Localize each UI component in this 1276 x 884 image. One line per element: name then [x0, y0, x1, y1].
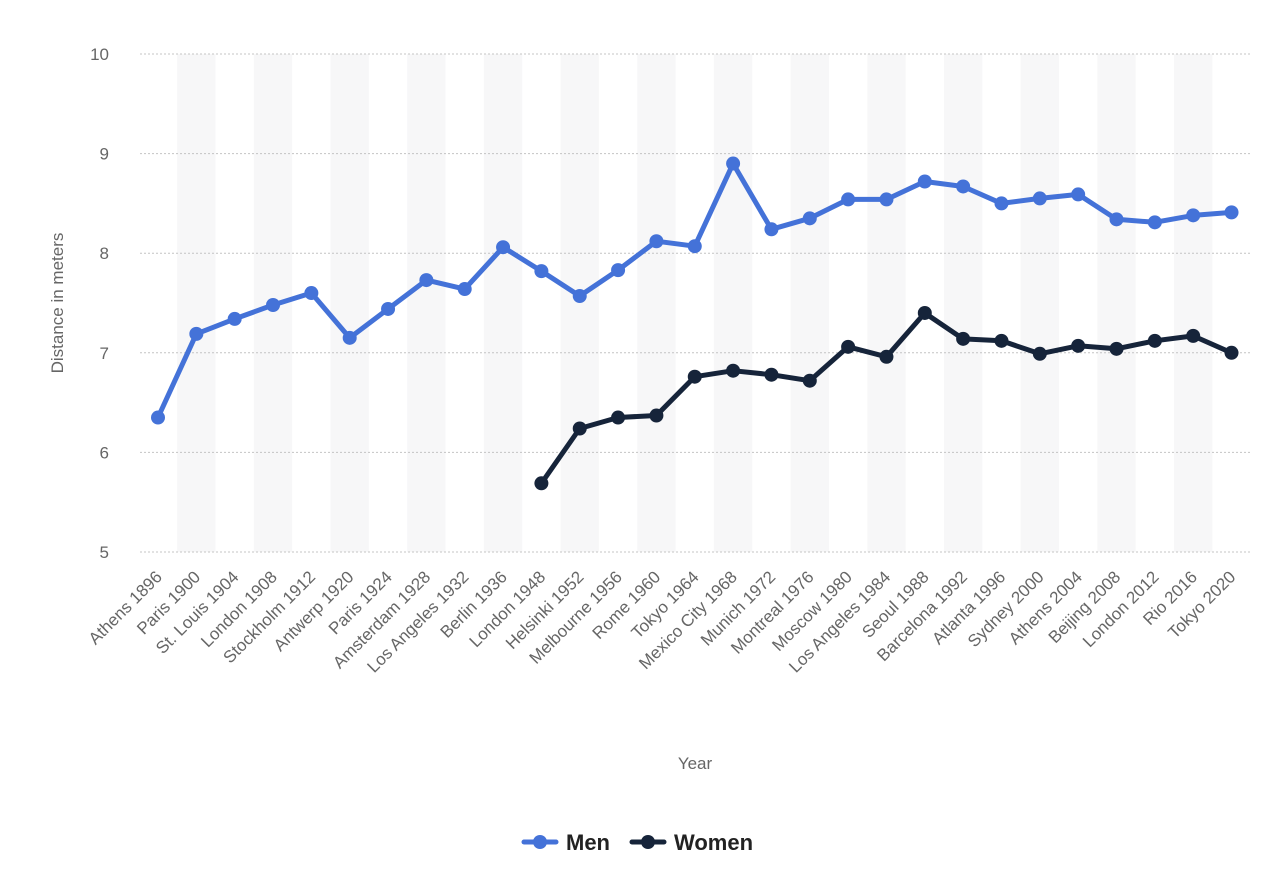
y-tick-label: 5	[100, 543, 109, 562]
data-point-women	[1109, 341, 1124, 356]
data-point-women	[879, 349, 894, 364]
plot-band	[713, 54, 753, 552]
data-point-women	[917, 305, 932, 320]
data-point-men	[457, 282, 472, 297]
data-point-men	[611, 263, 626, 278]
data-point-men	[496, 240, 511, 255]
data-point-men	[1224, 205, 1239, 220]
series-lines	[155, 161, 1234, 486]
y-axis-title: Distance in meters	[48, 233, 67, 374]
data-point-women	[1071, 338, 1086, 353]
data-point-men	[726, 156, 741, 171]
plot-band	[1174, 54, 1213, 552]
data-point-women	[956, 331, 971, 346]
plot-band	[407, 54, 446, 552]
plot-band	[330, 54, 369, 552]
y-tick-label: 7	[100, 344, 109, 363]
data-point-women	[534, 476, 549, 491]
legend-marker-women	[641, 835, 655, 849]
plot-band	[483, 54, 523, 552]
y-axis-ticks: 5 6 7 8 9 10	[90, 45, 109, 562]
data-point-men	[1071, 187, 1086, 202]
data-point-men	[764, 222, 779, 237]
gridlines	[140, 53, 1251, 553]
data-point-men	[1032, 191, 1047, 206]
data-point-men	[687, 239, 702, 254]
data-point-men	[572, 289, 587, 304]
data-point-men	[879, 192, 894, 207]
data-point-men	[994, 196, 1009, 211]
plot-band	[1097, 54, 1136, 552]
data-point-women	[1032, 346, 1047, 361]
data-point-men	[189, 326, 204, 341]
x-axis-title: Year	[678, 754, 713, 773]
data-point-men	[151, 410, 165, 425]
legend-label-men: Men	[566, 830, 610, 855]
plot-band	[1020, 54, 1059, 552]
plot-band	[867, 54, 906, 552]
y-tick-label: 9	[100, 145, 109, 164]
data-point-women	[649, 408, 664, 423]
y-tick-label: 6	[100, 443, 109, 462]
data-point-men	[841, 192, 856, 207]
data-point-men	[649, 234, 664, 249]
plot-bands	[177, 54, 1213, 552]
plot-band	[943, 54, 983, 552]
legend-marker-men	[533, 835, 547, 849]
data-point-women	[841, 339, 856, 354]
data-point-women	[764, 367, 779, 382]
data-point-women	[802, 373, 817, 388]
data-point-men	[1147, 215, 1162, 230]
data-point-women	[1186, 328, 1201, 343]
legend: Men Women	[521, 830, 753, 855]
data-point-men	[304, 286, 319, 301]
series-points	[151, 156, 1239, 491]
data-point-women	[687, 369, 702, 384]
y-tick-label: 10	[90, 45, 109, 64]
data-point-women	[611, 410, 626, 425]
data-point-men	[956, 179, 971, 194]
data-point-women	[994, 333, 1009, 348]
data-point-women	[1147, 333, 1162, 348]
data-point-men	[802, 211, 817, 226]
data-point-men	[1109, 212, 1124, 227]
plot-band	[790, 54, 829, 552]
plot-band	[637, 54, 676, 552]
data-point-men	[266, 297, 281, 312]
data-point-women	[1224, 345, 1239, 360]
data-point-men	[419, 273, 434, 288]
data-point-women	[572, 421, 587, 436]
data-point-men	[227, 311, 242, 326]
data-point-men	[534, 264, 549, 279]
data-point-women	[726, 363, 741, 378]
plot-band	[177, 54, 216, 552]
data-point-men	[381, 301, 396, 316]
data-point-men	[1186, 208, 1201, 223]
legend-label-women: Women	[674, 830, 753, 855]
data-point-men	[917, 174, 932, 189]
y-tick-label: 8	[100, 244, 109, 263]
data-point-men	[342, 330, 357, 345]
